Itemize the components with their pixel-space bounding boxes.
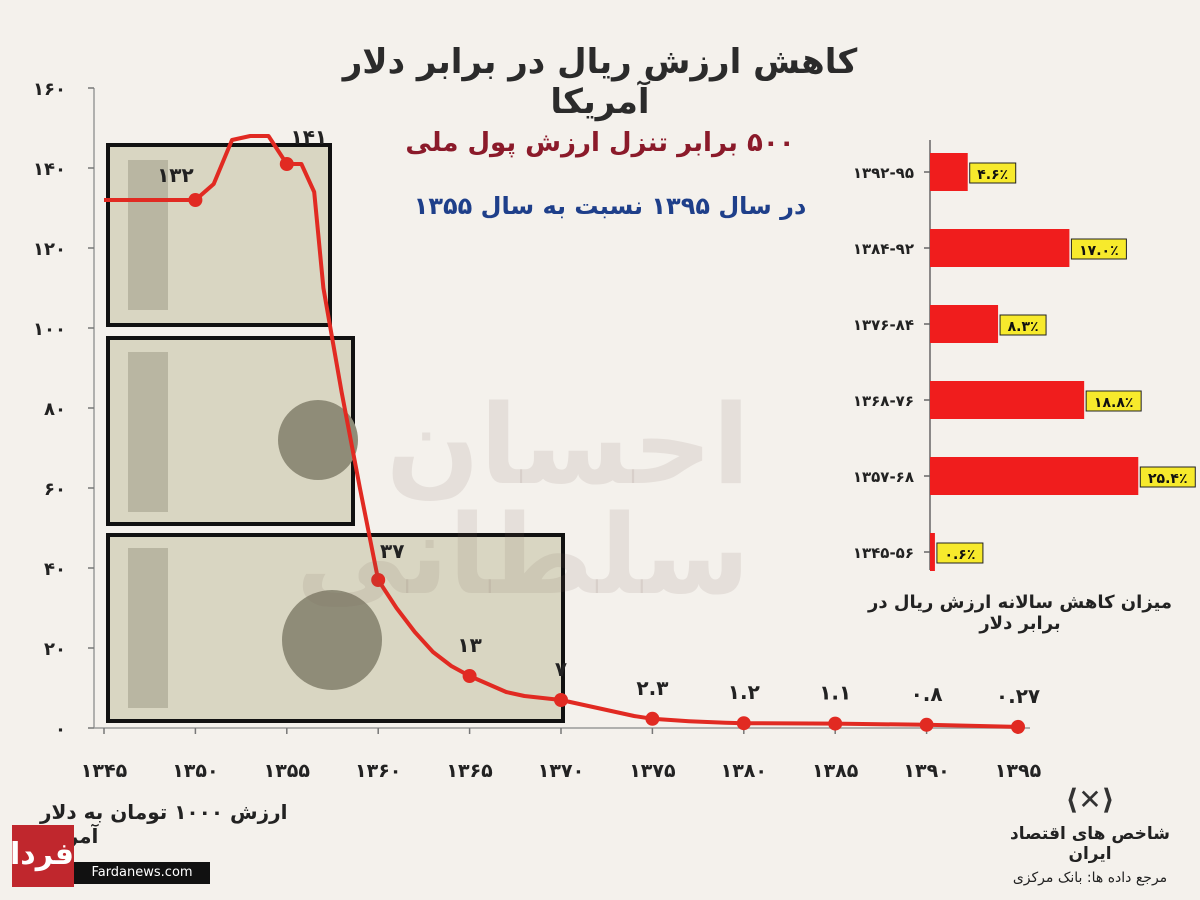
bar-value-label: ۱۷.۰٪ bbox=[1079, 243, 1119, 259]
data-label: ۲.۳ bbox=[636, 676, 668, 700]
y-tick-label: ۸۰ bbox=[44, 399, 66, 420]
y-axis-title: ارزش ۱۰۰۰ تومان به دلار آمریکا bbox=[40, 800, 288, 848]
bar bbox=[930, 153, 968, 191]
data-label: ۷ bbox=[555, 657, 567, 681]
data-point bbox=[919, 717, 934, 732]
data-point bbox=[462, 669, 477, 683]
data-point bbox=[188, 193, 203, 207]
data-point bbox=[1011, 719, 1025, 734]
data-point bbox=[279, 157, 294, 171]
y-tick-label: ۲۰ bbox=[44, 639, 66, 660]
data-label: ۱۴۱ bbox=[290, 125, 327, 149]
bar-category-label: ۱۳۷۶-۸۴ bbox=[853, 316, 914, 334]
bar bbox=[930, 229, 1070, 267]
x-tick-label: ۱۳۶۰ bbox=[355, 760, 401, 782]
y-tick-label: ۴۰ bbox=[44, 559, 66, 580]
bar-value-box bbox=[936, 542, 984, 564]
bar-value-label: ۱۸.۸٪ bbox=[1094, 395, 1134, 411]
farda-logo: فردا bbox=[10, 825, 74, 887]
x-tick-label: ۱۳۶۵ bbox=[446, 760, 493, 782]
data-label: ۰.۲۷ bbox=[996, 684, 1040, 708]
x-tick-label: ۱۳۵۰ bbox=[172, 760, 218, 782]
x-tick-label: ۱۳۸۵ bbox=[812, 760, 859, 782]
data-point bbox=[554, 693, 568, 707]
data-label: ۰.۸ bbox=[911, 682, 943, 706]
bar bbox=[930, 533, 935, 571]
bar-category-label: ۱۳۸۴-۹۲ bbox=[853, 240, 914, 258]
line-chart-plot: ۱۳۲ ۱۴۱ ۳۷ ۱۳ ۷ ۲.۳ ۱.۲ ۱.۱ ۰.۸ ۰.۲۷ bbox=[104, 125, 1040, 734]
brand-logo: ⟨✕⟩ شاخص های اقتصاد ایران مرجع داده ها: … bbox=[990, 780, 1190, 890]
y-tick-label: ۰ bbox=[55, 719, 66, 740]
bar-category-label: ۱۳۴۵-۵۶ bbox=[853, 544, 914, 562]
y-tick-label: ۱۰۰ bbox=[33, 319, 66, 340]
bar bbox=[930, 381, 1085, 419]
bar bbox=[930, 457, 1139, 495]
data-point bbox=[828, 716, 843, 731]
x-tick-label: ۱۳۷۵ bbox=[629, 760, 676, 782]
bar-category-label: ۱۳۹۲-۹۵ bbox=[853, 164, 914, 182]
y-tick-label: ۱۴۰ bbox=[33, 159, 66, 180]
data-label: ۱۳۲ bbox=[157, 163, 194, 187]
bar-value-label: ۲۵.۴٪ bbox=[1148, 471, 1188, 487]
data-point bbox=[645, 711, 660, 726]
headline-secondary: در سال ۱۳۹۵ نسبت به سال ۱۳۵۵ bbox=[413, 192, 807, 220]
x-tick-label: ۱۳۸۰ bbox=[721, 760, 767, 782]
data-label: ۳۷ bbox=[380, 539, 404, 563]
x-tick-label: ۱۳۴۵ bbox=[81, 760, 128, 782]
data-point bbox=[371, 573, 386, 587]
page-title: کاهش ارزش ریال در برابر دلار آمریکا bbox=[342, 42, 858, 122]
x-tick-label: ۱۳۵۵ bbox=[264, 760, 311, 782]
data-source: مرجع داده ها: بانک مرکزی bbox=[1012, 870, 1168, 886]
bar-value-box bbox=[1085, 390, 1142, 412]
bar-value-box bbox=[1139, 466, 1196, 488]
x-tick-label: ۱۳۷۰ bbox=[538, 760, 584, 782]
y-tick-label: ۱۶۰ bbox=[33, 79, 66, 100]
bar-value-label: ۸.۳٪ bbox=[1008, 319, 1039, 335]
bar-chart-title: میزان کاهش سالانه ارزش ریال در برابر دلا… bbox=[867, 592, 1173, 634]
bar-value-label: ۰.۶٪ bbox=[944, 547, 975, 563]
y-tick-label: ۶۰ bbox=[44, 479, 66, 500]
headline-primary: ۵۰۰ برابر تنزل ارزش پول ملی bbox=[405, 128, 795, 158]
y-tick-label: ۱۲۰ bbox=[33, 239, 66, 260]
bar-category-label: ۱۳۶۸-۷۶ bbox=[853, 392, 914, 410]
line-chart-axes: ۰ ۲۰ ۴۰ ۶۰ ۸۰ ۱۰۰ ۱۲۰ ۱۴۰ ۱۶۰ ۱۳۴۵ ۱۳۵۰ ۱۳۵۵ ۱۳۶۰ ۱۳۶… bbox=[33, 79, 1042, 782]
farda-site-link[interactable]: Fardanews.com bbox=[74, 862, 210, 884]
bar-value-label: ۴.۶٪ bbox=[977, 167, 1008, 183]
watermark: احسان سلطانی bbox=[295, 381, 750, 619]
banknote-illustration bbox=[106, 143, 565, 723]
bar-value-box bbox=[969, 162, 1017, 184]
data-point bbox=[736, 716, 751, 731]
data-label: ۱.۱ bbox=[819, 681, 851, 705]
bar-value-box bbox=[1070, 238, 1127, 260]
x-tick-label: ۱۳۹۰ bbox=[903, 760, 949, 782]
bar-chart-plot: ۱۳۹۲-۹۵ ۴.۶٪ ۱۳۸۴-۹۲ ۱۷.۰٪ ۱۳۷۶-۸۴ ۸.۳٪ ۱۳۶۸-۷… bbox=[853, 140, 1196, 571]
data-label: ۱.۲ bbox=[728, 680, 760, 704]
bar bbox=[930, 305, 999, 343]
logo-icon: ⟨✕⟩ bbox=[1065, 783, 1115, 816]
brand-name: شاخص های اقتصاد ایران bbox=[1010, 824, 1170, 864]
data-label: ۱۳ bbox=[457, 633, 481, 657]
bar-category-label: ۱۳۵۷-۶۸ bbox=[853, 468, 914, 486]
bar-value-box bbox=[999, 314, 1047, 336]
x-tick-label: ۱۳۹۵ bbox=[995, 760, 1042, 782]
